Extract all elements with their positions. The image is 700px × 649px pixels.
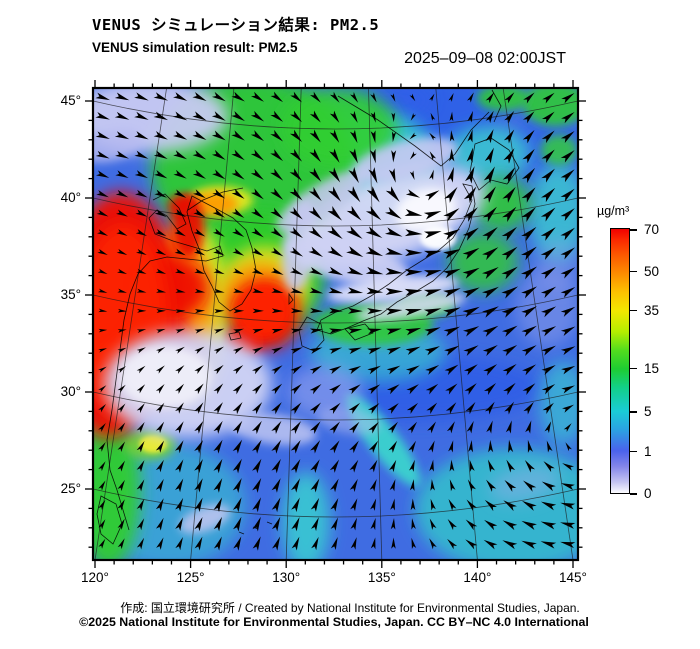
lat-tick-label: 30° — [60, 384, 81, 399]
colorbar-tick-label: 70 — [644, 222, 660, 238]
colorbar-tick-label: 35 — [644, 302, 660, 318]
lon-tick-label: 120° — [81, 570, 109, 585]
lat-tick-label: 35° — [60, 287, 81, 302]
credit-line: 作成: 国立環境研究所 / Created by National Instit… — [120, 601, 580, 615]
colorbar-tick — [630, 411, 637, 413]
map-frame — [91, 86, 580, 562]
lat-tick-label: 25° — [60, 481, 81, 496]
colorbar — [610, 228, 630, 494]
lon-tick-label: 125° — [176, 570, 205, 585]
colorbar-tick — [630, 493, 637, 495]
lat-tick-label: 45° — [60, 93, 81, 108]
colorbar-tick — [630, 367, 637, 370]
copyright-line: ©2025 National Institute for Environment… — [79, 615, 589, 629]
lon-tick-label: 130° — [272, 570, 301, 585]
forecast-datetime: 2025–09–08 02:00JST — [404, 50, 566, 67]
lon-tick-label: 145° — [559, 570, 587, 585]
colorbar-tick-label: 0 — [644, 486, 652, 501]
page-title-english: VENUS simulation result: PM2.5 — [92, 40, 298, 55]
pm25-field — [93, 88, 578, 560]
colorbar-tick — [630, 270, 637, 273]
colorbar-tick — [630, 229, 637, 231]
lon-tick-label: 140° — [463, 570, 492, 585]
page-title-japanese: VENUS シミュレーション結果: PM2.5 — [92, 16, 380, 34]
colorbar-tick-label: 1 — [644, 443, 652, 459]
lat-tick-label: 40° — [60, 190, 81, 205]
wind-arrows — [95, 91, 576, 551]
colorbar-tick-label: 50 — [644, 263, 660, 279]
colorbar-tick — [630, 309, 637, 312]
lon-tick-label: 135° — [367, 570, 396, 585]
colorbar-tick — [630, 450, 637, 453]
colorbar-tick-label: 5 — [644, 404, 652, 420]
colorbar-unit-label: µg/m³ — [597, 204, 630, 218]
axis-ticks — [85, 80, 586, 568]
colorbar-tick-label: 15 — [644, 360, 660, 376]
